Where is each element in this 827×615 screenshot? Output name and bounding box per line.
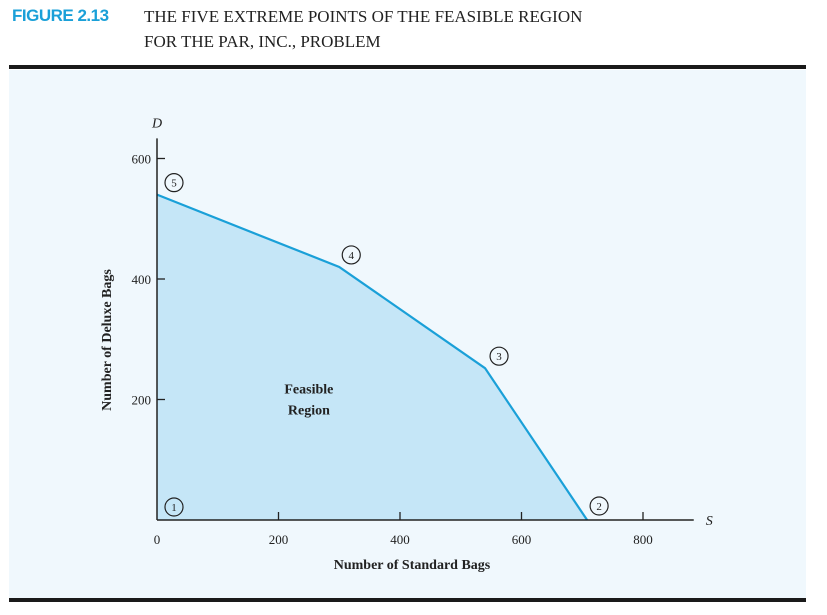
bottom-rule xyxy=(9,598,806,602)
y-axis-symbol: D xyxy=(151,116,162,131)
extreme-point-marker xyxy=(589,496,609,516)
x-tick-label: 800 xyxy=(633,532,653,547)
figure-number: FIGURE 2.13 xyxy=(12,6,109,25)
extreme-point-marker xyxy=(164,173,184,193)
figure-title-line2: FOR THE PAR, INC., PROBLEM xyxy=(144,32,381,51)
x-tick-label: 400 xyxy=(390,532,410,547)
extreme-point-label: 3 xyxy=(496,351,502,363)
region-label-line2: Region xyxy=(288,403,330,418)
x-tick-label: 600 xyxy=(512,532,532,547)
extreme-point-marker xyxy=(341,245,361,265)
y-tick-label: 400 xyxy=(132,272,152,287)
extreme-point-label: 1 xyxy=(171,502,177,514)
figure-title-line1: THE FIVE EXTREME POINTS OF THE FEASIBLE … xyxy=(144,7,583,26)
region-label-line1: Feasible xyxy=(284,382,333,397)
x-axis-label: Number of Standard Bags xyxy=(334,558,491,573)
top-rule xyxy=(9,65,806,69)
extreme-point-marker xyxy=(164,497,184,517)
x-tick-label: 200 xyxy=(269,532,289,547)
feasible-region xyxy=(157,194,588,520)
x-axis-symbol: S xyxy=(706,514,713,529)
region-boundary-line xyxy=(156,193,589,521)
y-tick-label: 200 xyxy=(132,393,152,408)
extreme-point-label: 5 xyxy=(171,178,177,190)
extreme-point-marker xyxy=(489,346,509,366)
extreme-point-label: 2 xyxy=(596,501,602,513)
y-tick-label: 600 xyxy=(132,152,152,167)
extreme-point-label: 4 xyxy=(349,250,355,262)
y-axis-label: Number of Deluxe Bags xyxy=(100,269,115,411)
x-tick-label: 0 xyxy=(154,532,161,547)
